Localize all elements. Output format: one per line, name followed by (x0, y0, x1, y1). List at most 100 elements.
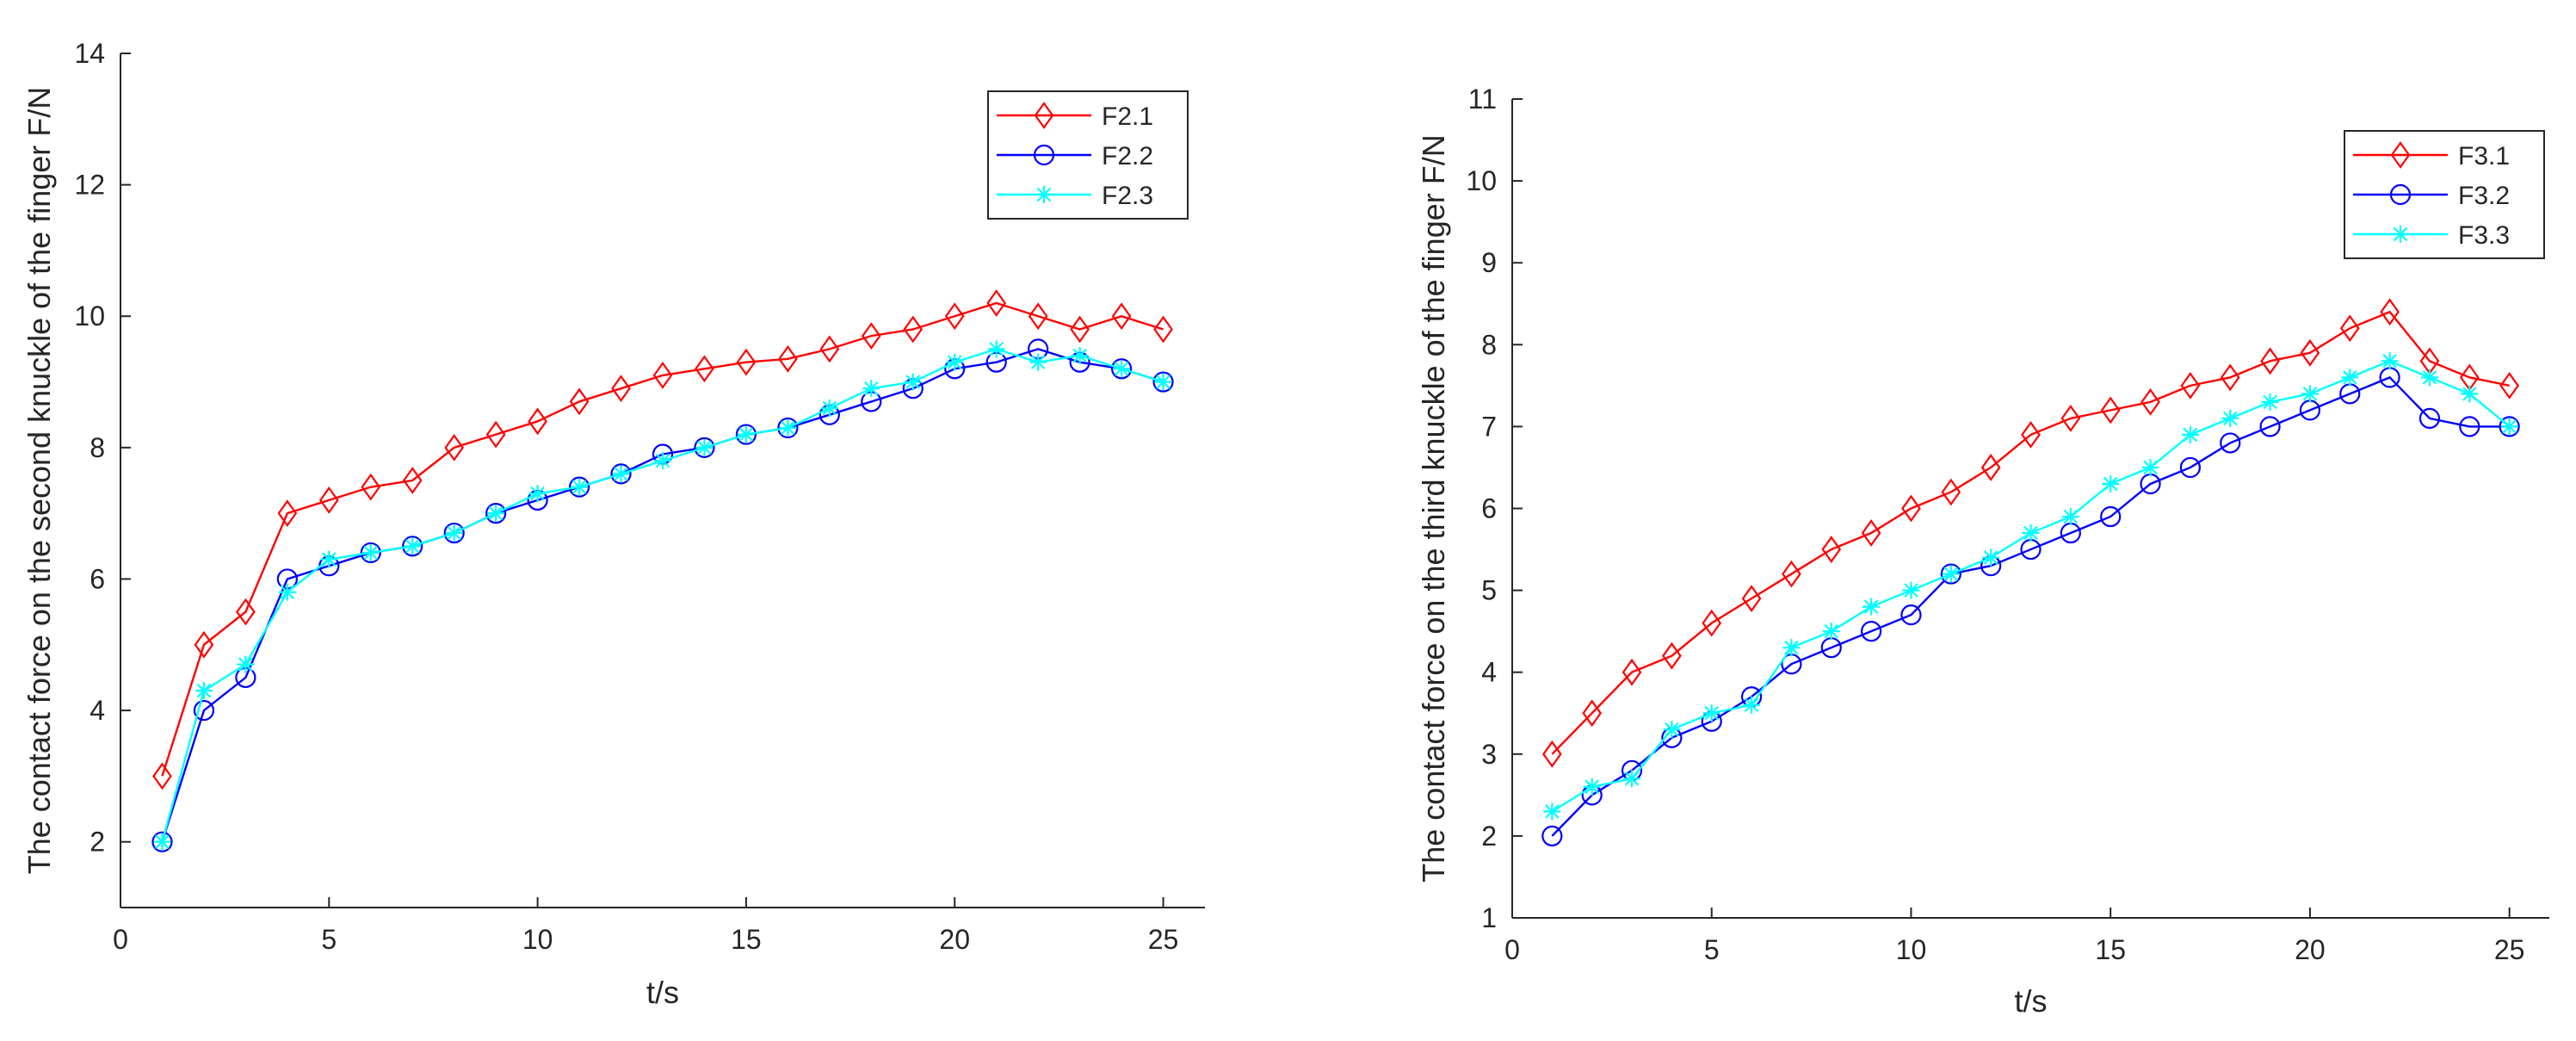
data-point-F2.3 (237, 655, 255, 673)
data-point-F3.3 (1782, 639, 1801, 657)
data-point-F2.3 (820, 400, 838, 418)
data-point-F2.1 (236, 598, 256, 626)
x-axis-label: t/s (2014, 983, 2047, 1019)
data-point-F3.2 (2179, 456, 2201, 479)
data-point-F3.1 (2339, 314, 2360, 343)
data-point-F2.1 (569, 387, 590, 416)
data-point-F3.3 (1822, 623, 1840, 641)
legend-label: F3.2 (2458, 182, 2510, 210)
data-point-F2.1 (736, 348, 757, 376)
data-point-F2.2 (1152, 371, 1174, 393)
data-point-F2.1 (1028, 302, 1048, 331)
y-tick-label: 8 (1481, 329, 1497, 360)
data-point-F3.2 (2220, 432, 2241, 454)
data-point-F2.1 (986, 289, 1007, 317)
data-point-F3.2 (1861, 621, 1882, 642)
data-point-F2.1 (819, 335, 840, 363)
data-point-F3.1 (1662, 641, 1682, 670)
data-point-F2.3 (904, 373, 922, 391)
x-tick-label: 0 (113, 924, 128, 955)
data-point-F3.1 (1741, 585, 1762, 613)
data-point-F2.2 (694, 437, 715, 458)
data-point-F3.3 (1863, 598, 1881, 616)
data-point-F3.1 (1901, 494, 1921, 523)
data-point-F2.1 (194, 630, 214, 659)
x-tick-label: 15 (2095, 934, 2126, 965)
data-point-F3.2 (2499, 416, 2520, 437)
y-tick-label: 2 (90, 827, 105, 858)
data-point-F2.3 (1113, 360, 1131, 378)
data-point-F3.1 (1980, 454, 2001, 481)
data-point-F2.3 (695, 438, 713, 456)
data-point-F3.3 (1902, 581, 1920, 599)
data-point-F3.1 (2300, 338, 2320, 367)
data-point-F3.3 (1702, 704, 1720, 722)
legend-item-F2.3: F2.3 (997, 182, 1153, 210)
data-point-F2.3 (654, 452, 671, 470)
data-point-F2.2 (777, 417, 799, 439)
data-point-F2.1 (444, 433, 465, 462)
x-tick-label: 20 (2295, 934, 2326, 965)
y-axis-label: The contact force on the third knuckle o… (1416, 134, 1451, 882)
data-point-F2.3 (487, 505, 505, 523)
data-point-F3.1 (2499, 371, 2520, 400)
data-point-F3.1 (1941, 478, 1961, 506)
data-point-F3.3 (1982, 548, 2000, 567)
data-point-F3.3 (1663, 721, 1681, 739)
data-point-F3.2 (1940, 563, 1961, 585)
data-point-F3.3 (2022, 524, 2040, 542)
y-tick-label: 10 (1466, 165, 1497, 196)
legend-item-F3.2: F3.2 (2353, 182, 2510, 210)
data-point-F2.2 (151, 831, 173, 852)
data-point-F3.3 (2461, 385, 2479, 403)
data-point-F2.1 (318, 486, 339, 514)
data-point-F3.1 (1782, 560, 1801, 588)
legend-label: F2.2 (1102, 142, 1153, 170)
data-point-F2.1 (695, 355, 714, 383)
y-tick-label: 2 (1481, 821, 1497, 852)
data-point-F2.2 (1110, 358, 1133, 380)
legend-marker (1034, 102, 1054, 129)
legend-label: F2.3 (1102, 182, 1153, 210)
data-point-F2.3 (862, 380, 880, 398)
data-point-F2.3 (612, 465, 630, 483)
data-point-F2.3 (361, 543, 380, 561)
series-line-F2.1 (161, 301, 1164, 777)
data-point-F3.1 (1541, 740, 1562, 768)
chart-panel-1: 0 5 10 15 20 25 2 4 6 8 10 12 14 t/s The contact force… (22, 38, 1205, 1010)
data-point-F3.1 (2180, 371, 2201, 400)
data-point-F2.2 (402, 536, 423, 557)
data-point-F3.3 (2141, 458, 2159, 476)
y-tick-label: 4 (1481, 657, 1497, 688)
y-tick-label: 7 (1481, 411, 1497, 442)
data-point-F2.2 (485, 503, 507, 524)
data-point-F3.1 (2060, 404, 2081, 432)
data-point-F2.3 (779, 418, 797, 437)
data-point-F3.1 (2100, 396, 2121, 424)
data-point-F2.1 (861, 322, 881, 350)
data-point-F3.1 (2380, 298, 2400, 326)
legend-marker (2390, 141, 2411, 169)
data-point-F3.2 (2418, 407, 2441, 429)
data-point-F2.1 (152, 762, 172, 790)
legend-item-F2.1: F2.1 (997, 102, 1153, 131)
series-F3.3 (1543, 352, 2518, 821)
data-point-F2.3 (1029, 353, 1047, 371)
data-point-F2.1 (1153, 315, 1173, 344)
data-point-F2.3 (404, 537, 422, 555)
data-point-F2.3 (571, 478, 589, 496)
legend-item-F3.3: F3.3 (2353, 221, 2510, 250)
legend: F2.1 F2.2 F2.3 (987, 90, 1189, 220)
x-tick-label: 5 (1704, 934, 1720, 965)
legend-item-F3.1: F3.1 (2353, 141, 2510, 170)
data-point-F2.1 (944, 302, 965, 331)
y-tick-label: 12 (74, 170, 105, 201)
data-point-F2.2 (193, 699, 215, 722)
legend-marker (1035, 186, 1053, 203)
data-point-F2.3 (1071, 347, 1089, 365)
data-point-F2.1 (1070, 315, 1090, 344)
x-tick-label: 20 (939, 924, 970, 955)
data-point-F2.2 (568, 476, 590, 498)
data-point-F3.3 (2061, 508, 2079, 526)
